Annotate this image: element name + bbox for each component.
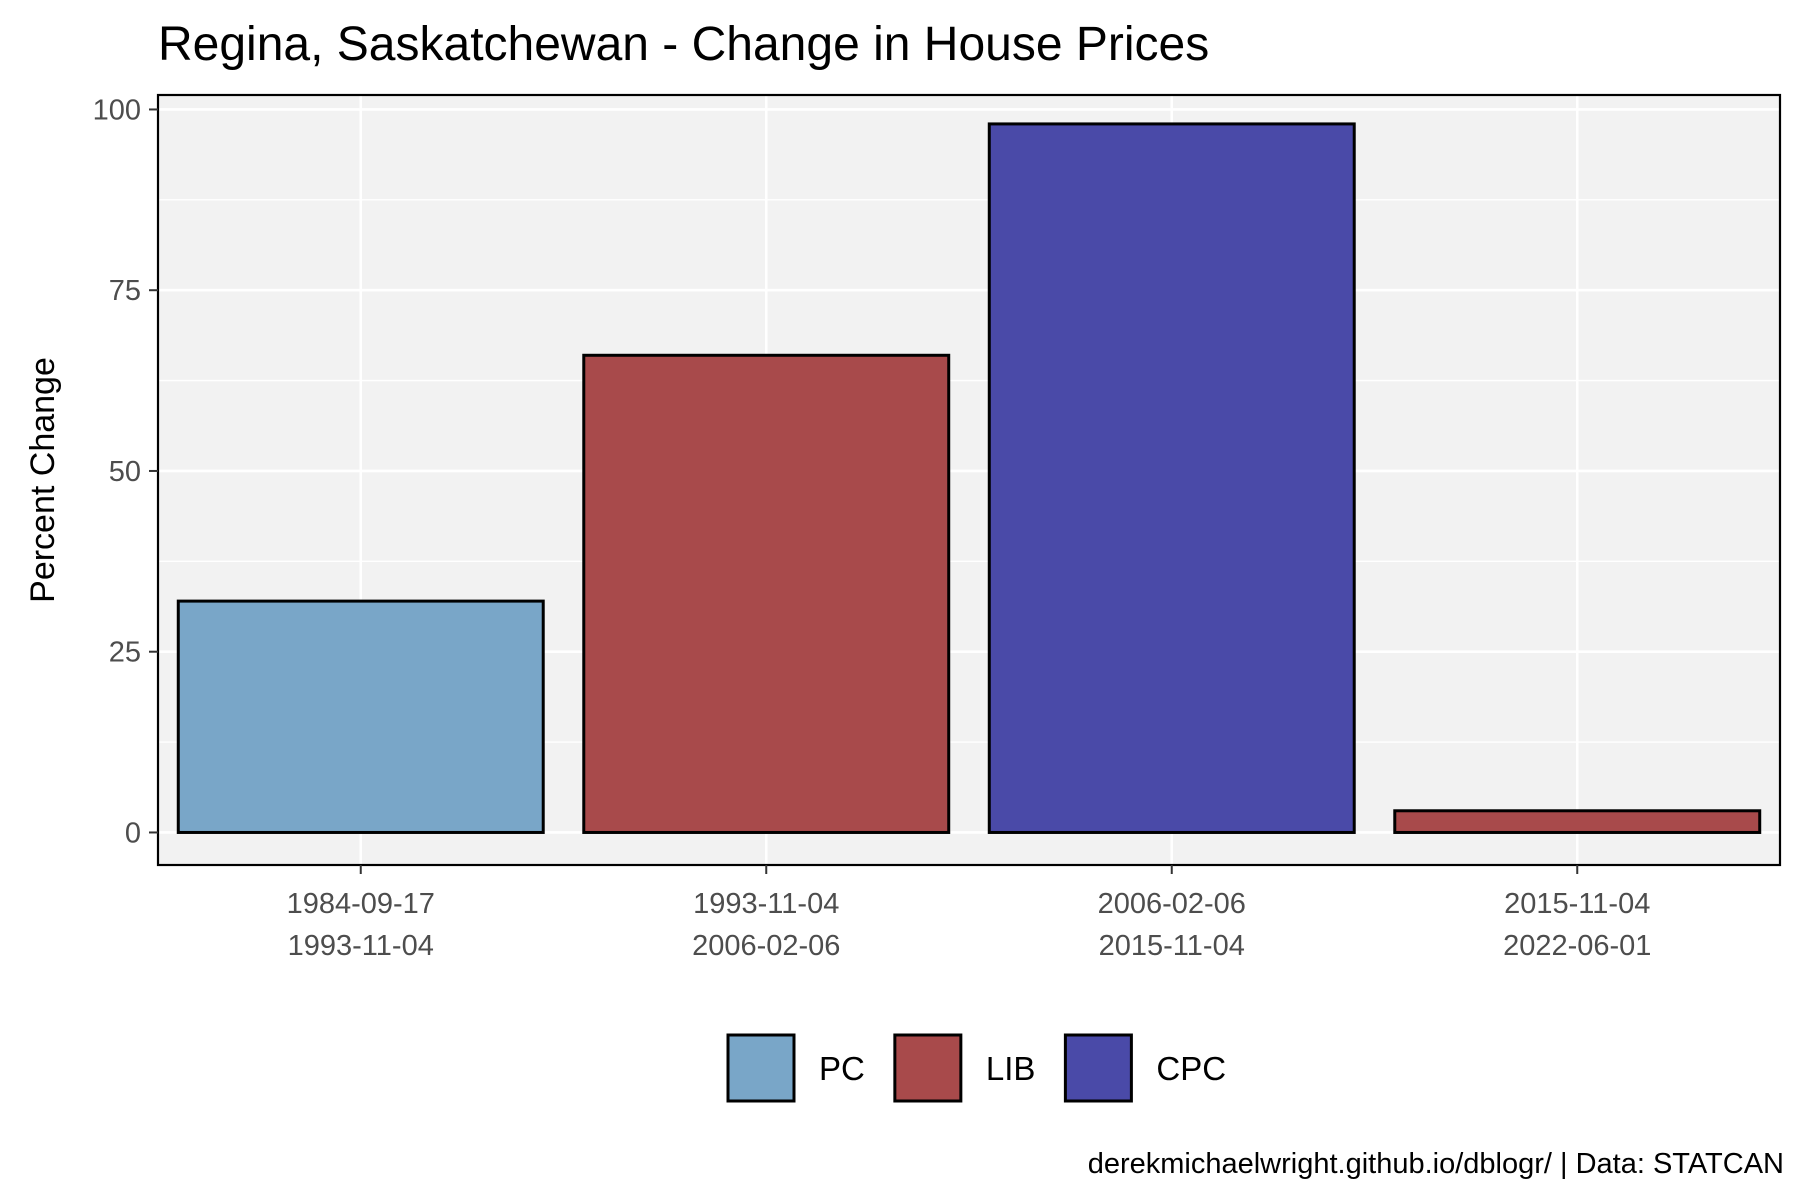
x-tick-label: 2006-02-06 [1098, 888, 1246, 920]
x-axis: 1984-09-17 1993-11-04 1993-11-04 2006-02-06… [287, 865, 1651, 962]
y-tick-label: 50 [109, 456, 141, 488]
bar-pc [176, 599, 545, 834]
caption: derekmichaelwright.github.io/dblogr/ | D… [1088, 1148, 1784, 1180]
bar-lib [1393, 809, 1762, 834]
legend-label: PC [819, 1050, 865, 1087]
y-axis-title: Percent Change [24, 357, 62, 603]
legend: PC LIB CPC [726, 1033, 1226, 1103]
y-tick-label: 75 [109, 275, 141, 307]
legend-label: CPC [1156, 1050, 1226, 1087]
x-tick-label: 1993-11-04 [288, 930, 434, 962]
y-tick-label: 25 [109, 637, 141, 669]
bar-cpc [987, 122, 1356, 834]
x-tick-label: 2022-06-01 [1503, 930, 1651, 962]
x-tick-label: 1993-11-04 [693, 888, 839, 920]
bar-lib [582, 353, 951, 834]
x-tick-label: 2015-11-04 [1504, 888, 1650, 920]
y-tick-label: 0 [125, 817, 141, 849]
legend-key [893, 1033, 963, 1103]
chart-title: Regina, Saskatchewan - Change in House P… [158, 18, 1209, 71]
legend-key [1063, 1033, 1133, 1103]
x-tick-label: 2015-11-04 [1099, 930, 1245, 962]
legend-label: LIB [986, 1050, 1036, 1087]
x-tick-label: 1984-09-17 [287, 888, 435, 920]
x-tick-label: 2006-02-06 [692, 930, 840, 962]
legend-key [726, 1033, 796, 1103]
bars [176, 122, 1762, 834]
plot-border [156, 93, 1782, 867]
y-tick-label: 100 [93, 94, 141, 126]
y-axis: 0 25 50 75 100 [93, 94, 158, 849]
